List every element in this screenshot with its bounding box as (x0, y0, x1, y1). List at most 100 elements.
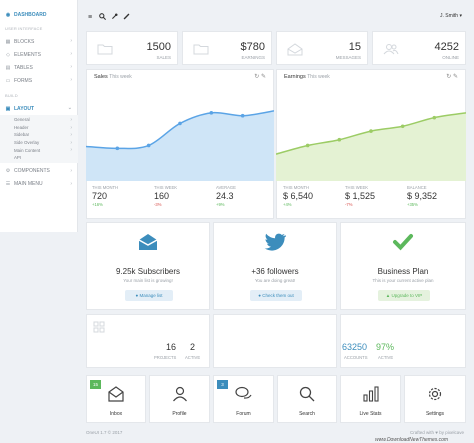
earnings-stat-month: THIS MONTH $ 6,540 +4% (283, 185, 313, 207)
stat-label: ONLINE (442, 55, 459, 60)
chart-point[interactable] (146, 143, 151, 148)
wrench-icon[interactable] (108, 13, 120, 22)
wrench-icon[interactable]: ✎ (260, 74, 266, 80)
forms-icon: ▭ (5, 77, 11, 84)
elements-icon: ◇ (6, 51, 10, 58)
tile-search[interactable]: Search (277, 375, 337, 423)
business-plan-subtitle: This is your current active plan (372, 278, 434, 283)
sidebar-item-label: LAYOUT (14, 105, 35, 112)
sidebar-item-dashboard[interactable]: ◉ DASHBOARD (0, 8, 78, 21)
stat-card-earnings[interactable]: $780 EARNINGS (182, 31, 272, 65)
sidebar-item-forms[interactable]: ▭ FORMS › (0, 74, 78, 87)
list-icon: ● (135, 293, 139, 298)
inbox-badge: 15 (90, 380, 101, 389)
submenu-item-main-content[interactable]: Main Content › (0, 146, 78, 154)
chart-point[interactable] (209, 111, 214, 115)
chart-point[interactable] (432, 115, 437, 120)
stats-icon (341, 386, 400, 402)
tile-forum[interactable]: 3 Forum (213, 375, 274, 423)
sales-stat-month: THIS MONTH 720 +16% (92, 185, 118, 207)
tile-inbox[interactable]: 15 Inbox (86, 375, 146, 423)
chart-point[interactable] (115, 146, 120, 151)
stat-label: SALES (156, 55, 171, 60)
profile-icon (150, 386, 209, 402)
watermark: www.DownloadNewThemes.com (375, 437, 449, 443)
sidebar-item-label: DASHBOARD (14, 11, 47, 18)
earnings-stat-balance: BALANCE $ 9,352 +35% (407, 185, 437, 207)
button-label: Upgrade to VIP (391, 293, 423, 298)
chart-point[interactable] (369, 129, 373, 133)
caret-down-icon: ▾ (459, 13, 462, 19)
stat-card-messages[interactable]: 15 MESSAGES (276, 31, 368, 65)
projects-value: 16 (166, 342, 177, 352)
stat-card-online[interactable]: 4252 ONLINE (372, 31, 466, 65)
chevron-right-icon: › (70, 167, 72, 174)
layout-submenu: General › Header › Sidebar › Side Overlay › … (0, 115, 78, 163)
projects-card: 16 PROJECTS 2 ACTIVE (86, 314, 210, 368)
stat-label: BALANCE (407, 185, 427, 190)
sidebar-item-main-menu[interactable]: ☰ MAIN MENU › (0, 178, 78, 191)
chart-point[interactable] (400, 124, 405, 129)
chart-title-text: Sales (94, 74, 108, 80)
layout-icon: ▣ (5, 105, 11, 112)
chevron-down-icon: ⌄ (67, 105, 72, 111)
settings-icon (405, 386, 465, 402)
chart-area (276, 112, 466, 181)
followers-title: +36 followers (251, 267, 299, 276)
tile-live-stats[interactable]: Live Stats (340, 375, 401, 423)
subscribers-subtitle: Your main list is growing! (123, 278, 173, 283)
chevron-right-icon: › (70, 124, 72, 131)
tile-label: Forum (236, 411, 251, 417)
sidebar-item-label: TABLES (14, 64, 33, 71)
menu-toggle-icon[interactable]: ≡ (87, 14, 93, 21)
chart-point[interactable] (178, 121, 182, 126)
stat-change: +16% (92, 202, 103, 207)
chevron-right-icon: › (70, 64, 72, 70)
sidebar: ◉ DASHBOARD USER INTERFACE ▦ BLOCKS › ◇ … (0, 0, 78, 232)
submenu-item-header[interactable]: Header › (0, 124, 78, 132)
followers-subtitle: You are doing great! (254, 278, 296, 283)
search-icon[interactable] (96, 13, 108, 22)
stat-change: -3% (154, 202, 162, 207)
tables-icon: ▤ (5, 64, 11, 71)
refresh-icon[interactable]: ↻ (254, 74, 260, 80)
sidebar-item-layout[interactable]: ▣ LAYOUT ⌄ (0, 102, 78, 115)
check-them-out-button[interactable]: ● Check them out (250, 290, 302, 301)
chevron-right-icon: › (70, 147, 72, 154)
chart-point[interactable] (337, 137, 342, 142)
manage-list-button[interactable]: ● Manage list (125, 290, 173, 301)
chevron-right-icon: › (70, 139, 72, 146)
tile-profile[interactable]: Profile (149, 375, 210, 423)
sidebar-item-label: BLOCKS (14, 38, 35, 45)
blocks-icon: ▦ (5, 38, 11, 45)
users-icon (383, 43, 399, 57)
earnings-chart (276, 112, 466, 181)
chart-subtitle: This week (307, 74, 330, 80)
dashboard-icon: ◉ (5, 11, 11, 18)
sidebar-item-components[interactable]: ⚙ COMPONENTS › (0, 165, 78, 178)
upgrade-vip-button[interactable]: ▲ Upgrade to VIP (378, 290, 430, 301)
business-plan-title: Business Plan (377, 267, 429, 276)
wrench-icon[interactable]: ✎ (452, 74, 458, 80)
user-dropdown[interactable]: J. Smith ▾ (440, 13, 462, 19)
chart-point[interactable] (240, 113, 245, 118)
stat-card-sales[interactable]: 1500 SALES (86, 31, 178, 65)
footer-copyright: OneUI 1.7 © 2017 (86, 430, 123, 435)
pencil-icon[interactable] (120, 13, 132, 22)
inbox-icon (87, 386, 145, 402)
chart-point[interactable] (305, 143, 310, 148)
chevron-right-icon: › (70, 38, 72, 44)
submenu-item-general[interactable]: General › (0, 116, 78, 124)
sidebar-section-ui: USER INTERFACE (5, 26, 43, 31)
sidebar-item-tables[interactable]: ▤ TABLES › (0, 61, 78, 74)
sidebar-item-elements[interactable]: ◇ ELEMENTS › (0, 48, 78, 61)
sidebar-item-blocks[interactable]: ▦ BLOCKS › (0, 35, 78, 48)
submenu-item-side-overlay[interactable]: Side Overlay › (0, 139, 78, 147)
submenu-item-sidebar[interactable]: Sidebar › (0, 131, 78, 139)
tile-settings[interactable]: Settings (404, 375, 466, 423)
refresh-icon[interactable]: ↻ (446, 74, 452, 80)
subscribers-title: 9.25k Subscribers (115, 267, 181, 276)
submenu-item-api[interactable]: API (0, 154, 78, 162)
stat-label: MESSAGES (335, 55, 361, 60)
chevron-right-icon: › (70, 117, 72, 123)
